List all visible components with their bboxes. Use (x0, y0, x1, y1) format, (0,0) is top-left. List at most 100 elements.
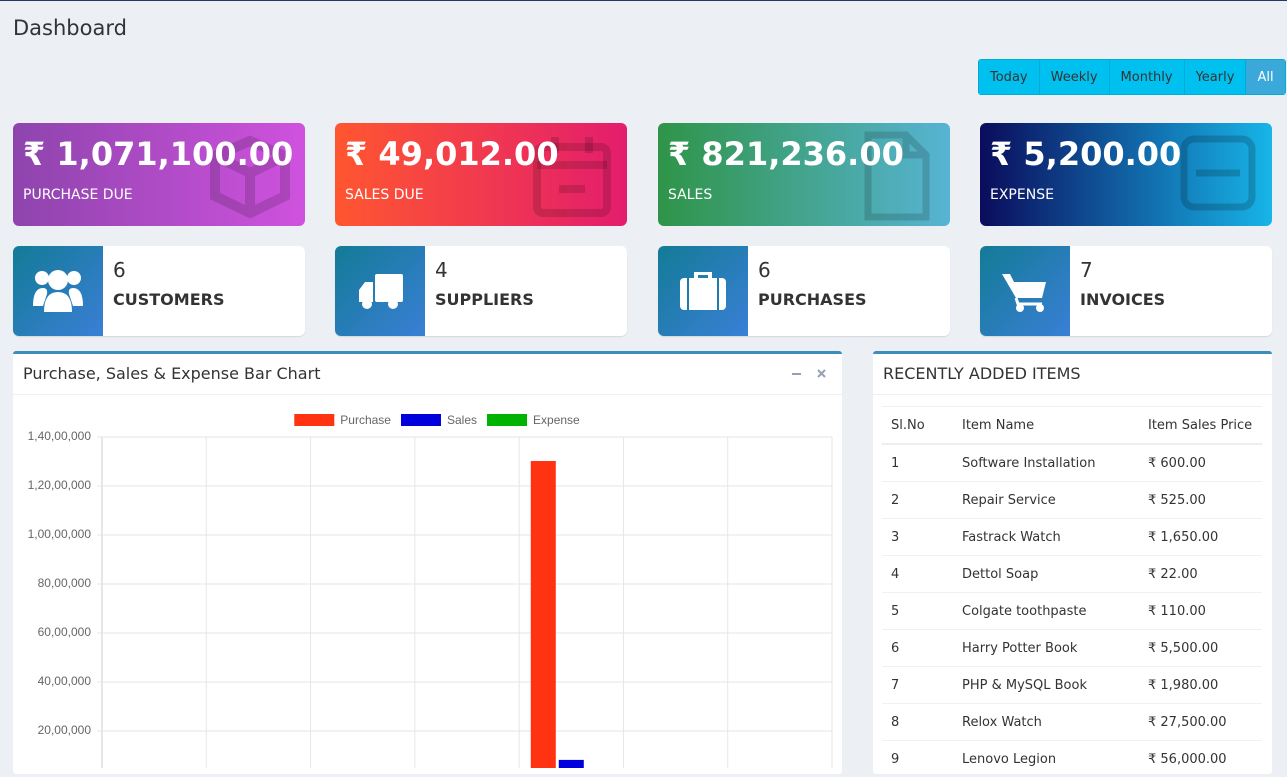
y-tick-label: 60,00,000 (38, 625, 92, 639)
table-cell: ₹ 1,980.00 (1139, 667, 1262, 704)
legend-label: Expense (533, 413, 580, 427)
table-cell: ₹ 110.00 (1139, 593, 1262, 630)
count-value: 4 (435, 258, 448, 282)
bar (559, 760, 583, 768)
table-cell: 2 (882, 482, 953, 519)
table-cell: Dettol Soap (953, 556, 1139, 593)
summary-label: EXPENSE (990, 187, 1054, 203)
table-cell: 8 (882, 704, 953, 741)
filter-button[interactable]: Monthly (1110, 60, 1185, 94)
summary-card: ₹ 49,012.00 SALES DUE (335, 123, 627, 226)
summary-label: SALES (668, 187, 712, 203)
count-label: PURCHASES (758, 290, 867, 309)
legend-swatch (487, 414, 527, 426)
y-tick-label: 20,00,000 (38, 723, 92, 737)
count-value: 6 (113, 258, 126, 282)
table-cell: 3 (882, 519, 953, 556)
count-icon (13, 246, 103, 336)
summary-value: ₹ 1,071,100.00 (23, 135, 293, 173)
collapse-button[interactable] (791, 368, 803, 380)
count-icon (335, 246, 425, 336)
table-cell: Harry Potter Book (953, 630, 1139, 667)
summary-card: ₹ 5,200.00 EXPENSE (980, 123, 1272, 226)
table-cell: ₹ 56,000.00 (1139, 741, 1262, 777)
table-cell: PHP & MySQL Book (953, 667, 1139, 704)
table-cell: 1 (882, 444, 953, 482)
close-button[interactable] (816, 368, 828, 380)
count-label: CUSTOMERS (113, 290, 224, 309)
y-tick-label: 80,00,000 (38, 576, 92, 590)
table-cell: Repair Service (953, 482, 1139, 519)
summary-value: ₹ 49,012.00 (345, 135, 559, 173)
column-header: Item Name (953, 407, 1139, 445)
legend-swatch (294, 414, 334, 426)
table-cell: Relox Watch (953, 704, 1139, 741)
filter-button[interactable]: Yearly (1185, 60, 1247, 94)
panel-title: RECENTLY ADDED ITEMS (883, 364, 1081, 383)
count-card: 7 INVOICES (980, 246, 1272, 336)
count-label: INVOICES (1080, 290, 1165, 309)
column-header: Sl.No (882, 407, 953, 445)
table-cell: Software Installation (953, 444, 1139, 482)
table-cell: Lenovo Legion (953, 741, 1139, 777)
count-value: 6 (758, 258, 771, 282)
table-cell: ₹ 27,500.00 (1139, 704, 1262, 741)
table-cell: 7 (882, 667, 953, 704)
summary-card: ₹ 821,236.00 SALES (658, 123, 950, 226)
filter-button[interactable]: All (1246, 60, 1284, 94)
y-tick-label: 40,00,000 (38, 674, 92, 688)
top-bar (0, 0, 1287, 1)
column-header: Item Sales Price (1139, 407, 1262, 445)
filter-button[interactable]: Weekly (1040, 60, 1110, 94)
legend-label: Sales (447, 413, 477, 427)
table-cell: ₹ 1,650.00 (1139, 519, 1262, 556)
bar (531, 462, 555, 769)
table-cell: ₹ 600.00 (1139, 444, 1262, 482)
filter-group: Today Weekly Monthly Yearly All (978, 59, 1286, 95)
bar-chart: 20,00,000 40,00,000 60,00,000 80,00,000 1,00… (13, 395, 842, 768)
page-title: Dashboard (13, 16, 127, 40)
filter-button[interactable]: Today (979, 60, 1040, 94)
table-cell: 5 (882, 593, 953, 630)
table-cell: 6 (882, 630, 953, 667)
count-value: 7 (1080, 258, 1093, 282)
chart-panel: Purchase, Sales & Expense Bar Chart 20,0… (13, 351, 842, 774)
summary-label: PURCHASE DUE (23, 187, 133, 203)
table-cell: Colgate toothpaste (953, 593, 1139, 630)
summary-label: SALES DUE (345, 187, 424, 203)
table-cell: ₹ 525.00 (1139, 482, 1262, 519)
legend-swatch (401, 414, 441, 426)
table-cell: 9 (882, 741, 953, 777)
count-card: 4 SUPPLIERS (335, 246, 627, 336)
count-icon (658, 246, 748, 336)
table-cell: Fastrack Watch (953, 519, 1139, 556)
panel-title: Purchase, Sales & Expense Bar Chart (23, 364, 320, 383)
count-icon (980, 246, 1070, 336)
summary-value: ₹ 821,236.00 (668, 135, 904, 173)
y-tick-label: 1,40,00,000 (28, 429, 92, 443)
summary-card: ₹ 1,071,100.00 PURCHASE DUE (13, 123, 305, 226)
y-tick-label: 1,20,00,000 (28, 478, 92, 492)
legend-label: Purchase (340, 413, 391, 427)
y-tick-label: 1,00,00,000 (28, 527, 92, 541)
count-label: SUPPLIERS (435, 290, 534, 309)
table-cell: 4 (882, 556, 953, 593)
table-cell: ₹ 22.00 (1139, 556, 1262, 593)
table-cell: ₹ 5,500.00 (1139, 630, 1262, 667)
count-card: 6 CUSTOMERS (13, 246, 305, 336)
divider (873, 394, 1272, 395)
count-card: 6 PURCHASES (658, 246, 950, 336)
